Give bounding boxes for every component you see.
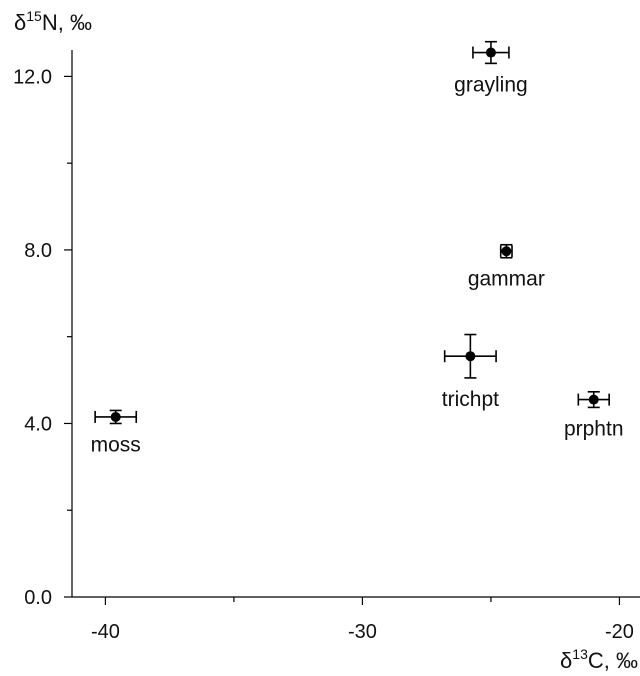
y-tick-label: 12.0 — [13, 66, 52, 88]
x-axis-title-text: C, ‰ — [588, 648, 638, 673]
x-axis-title: δ13C, ‰ — [560, 646, 638, 673]
svg-text:δ15N, ‰: δ15N, ‰ — [14, 8, 92, 35]
svg-text:δ13C, ‰: δ13C, ‰ — [560, 646, 638, 673]
point-labels: grayling gammar trichpt prphtn moss — [91, 73, 624, 456]
y-axis-title: δ15N, ‰ — [14, 8, 92, 35]
y-tick-label: 4.0 — [24, 413, 52, 435]
data-point-prphtn — [588, 394, 599, 405]
data-point-grayling — [485, 47, 496, 58]
y-tick-label: 0.0 — [24, 587, 52, 609]
point-label-gammar: gammar — [468, 268, 545, 291]
point-label-prphtn: prphtn — [564, 417, 624, 440]
axes — [71, 50, 640, 598]
x-tick-label: -20 — [605, 621, 634, 643]
point-label-moss: moss — [91, 433, 141, 456]
x-axis-title-symbol: δ — [560, 648, 572, 673]
ticks — [64, 75, 621, 605]
data-point-trichpt — [465, 351, 476, 362]
x-tick-label: -40 — [91, 621, 120, 643]
data-points — [110, 47, 599, 422]
tick-labels: -40 -30 -20 0.0 4.0 8.0 12.0 — [13, 66, 634, 643]
y-axis-title-superscript: 15 — [26, 8, 42, 24]
y-tick-label: 8.0 — [24, 240, 52, 262]
data-point-moss — [110, 411, 121, 422]
x-axis-title-superscript: 13 — [572, 646, 588, 662]
point-label-trichpt: trichpt — [442, 388, 499, 411]
data-point-gammar — [501, 246, 512, 257]
error-bars — [94, 40, 610, 425]
x-tick-label: -30 — [348, 621, 377, 643]
point-label-grayling: grayling — [454, 73, 528, 96]
y-axis-title-text: N, ‰ — [42, 10, 92, 35]
y-axis-title-symbol: δ — [14, 10, 26, 35]
